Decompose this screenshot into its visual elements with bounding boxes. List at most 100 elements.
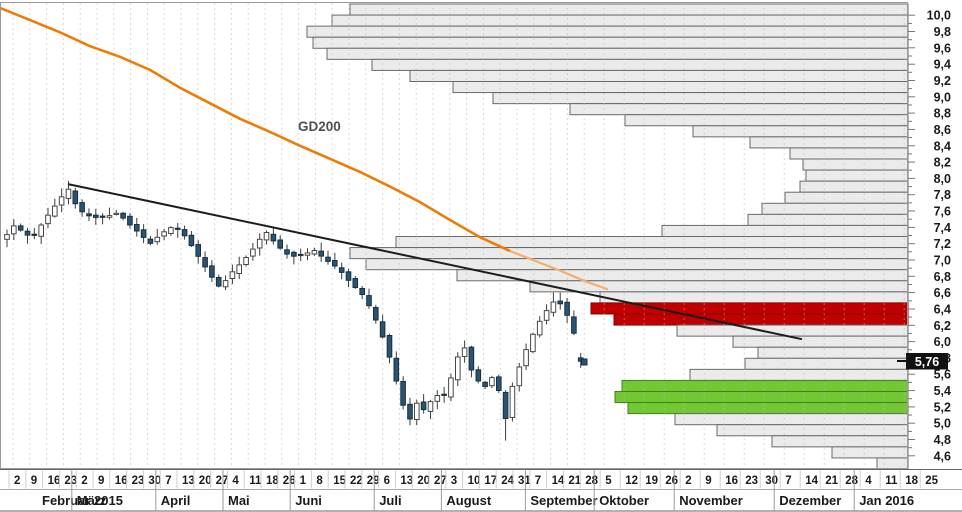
month-label: November [679, 493, 743, 508]
day-label: 23 [64, 475, 77, 487]
gd200-line: GD200 [0, 6, 609, 291]
day-label: 23 [132, 475, 145, 487]
plot-frame [0, 2, 908, 469]
volume-profile-bar [395, 236, 909, 249]
candle-down [420, 401, 427, 411]
candle-down [120, 212, 126, 219]
volume-profile-bar [676, 324, 909, 337]
day-label: 28 [845, 475, 858, 487]
candle-up [236, 264, 242, 274]
y-axis-label: 4,8 [934, 433, 951, 447]
day-label: 9 [98, 475, 104, 487]
candle-down [345, 271, 352, 281]
month-label: Februar 2015 [42, 493, 123, 508]
y-axis-label: 5,0 [934, 417, 951, 431]
day-label: 20 [417, 475, 430, 487]
candle-down [564, 301, 570, 316]
candle-down [174, 227, 181, 230]
volume-profile-bar [569, 103, 909, 116]
day-label: 31 [518, 475, 531, 487]
day-label: 9 [31, 475, 37, 487]
day-label: 18 [266, 475, 279, 487]
candle-down [441, 393, 447, 396]
candle-up [311, 250, 318, 255]
y-axis-label: 6,4 [934, 303, 951, 317]
y-axis-label: 8,0 [934, 172, 951, 186]
volume-profile-bar [492, 92, 909, 105]
y-axis-label: 9,2 [934, 74, 951, 88]
month-label: August [446, 493, 491, 508]
last-price-dot [581, 358, 588, 366]
month-label: Juli [379, 493, 401, 508]
volume-profile-bar [331, 14, 909, 27]
candle-down [140, 229, 147, 238]
month-label: Dezember [779, 493, 841, 508]
candle-up [113, 212, 120, 216]
day-label: 27 [434, 475, 447, 487]
candle-up [455, 356, 461, 381]
month-label: April [161, 493, 191, 508]
candle-up [304, 252, 311, 256]
volume-profile-bar [624, 114, 909, 127]
candle-up [222, 280, 229, 288]
candle-up [58, 196, 65, 206]
day-label: 11 [249, 475, 262, 487]
candle-down [468, 346, 475, 371]
current-price-tag-bg [906, 353, 948, 370]
candle-down [557, 300, 564, 305]
candle-down [482, 381, 488, 387]
day-label: 9 [705, 475, 711, 487]
candle-up [550, 301, 557, 313]
candle-up [38, 224, 45, 237]
day-label: 6 [384, 475, 390, 487]
volume-profile-bar [805, 169, 909, 182]
candle-down [93, 214, 99, 218]
current-price-tag: 5,76 [897, 353, 948, 370]
candle-up [243, 257, 249, 265]
day-label: 14 [805, 475, 818, 487]
day-label: 3 [451, 475, 457, 487]
y-axis-label: 7,6 [934, 205, 951, 219]
candle-down [31, 233, 38, 236]
candle-up [427, 401, 434, 412]
y-axis-label: 7,4 [934, 221, 951, 235]
candle-down [86, 213, 92, 217]
day-label: 27 [216, 475, 229, 487]
candle-down [99, 215, 106, 218]
volume-profile-bar [692, 125, 909, 138]
candle-down [195, 244, 201, 257]
candle-up [509, 385, 516, 418]
green-price-zone-bar [627, 402, 909, 415]
y-axis-label: 10,0 [927, 9, 951, 23]
day-label: 25 [925, 475, 938, 487]
candle-down [134, 224, 140, 232]
day-label: 1 [300, 475, 307, 487]
candle-down [291, 251, 297, 257]
day-label: 30 [148, 475, 161, 487]
y-axis-label: 8,4 [934, 139, 951, 153]
volume-profile-bar [456, 269, 909, 282]
y-axis-label: 8,2 [934, 156, 951, 170]
day-label: 29 [367, 475, 380, 487]
month-label: März [77, 493, 107, 508]
day-label: 18 [905, 475, 918, 487]
day-label: 12 [625, 475, 638, 487]
candle-down [352, 278, 359, 288]
downtrend-line [67, 183, 803, 341]
volume-profile-bar [771, 435, 909, 448]
y-axis-label: 9,8 [934, 25, 951, 39]
day-label: 15 [333, 475, 346, 487]
day-label: 4 [232, 475, 239, 487]
y-axis-label: 6,0 [934, 335, 951, 349]
x-axis: 2 9 16 23 2 9 16 23 30 7 13 20 27 4 11 18 26 1 8 15 22 29 6 13 2… [0, 469, 962, 512]
volume-profile-bar [802, 158, 909, 171]
candle-up [489, 377, 495, 387]
y-axis-label: 9,0 [934, 90, 951, 104]
candle-down [277, 239, 283, 249]
volume-profile-bar [732, 335, 909, 348]
candle-down [496, 376, 502, 391]
day-label: 22 [350, 475, 363, 487]
day-label: 8 [316, 475, 323, 487]
candle-up [523, 349, 529, 367]
